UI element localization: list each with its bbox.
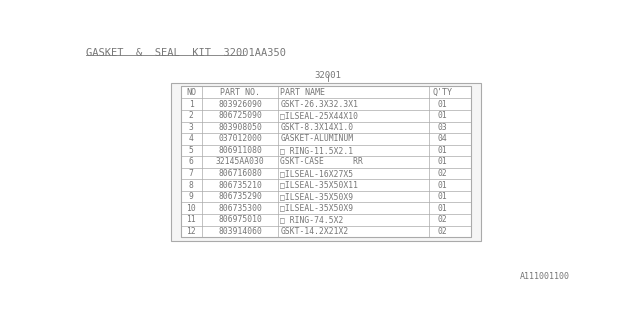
Text: □ILSEAL-35X50X9: □ILSEAL-35X50X9 <box>280 204 353 213</box>
Text: □ RING-74.5X2: □ RING-74.5X2 <box>280 215 344 224</box>
Text: 12: 12 <box>186 227 196 236</box>
Text: 01: 01 <box>438 146 447 155</box>
Text: 01: 01 <box>438 204 447 213</box>
Text: 01: 01 <box>438 157 447 166</box>
Text: 6: 6 <box>189 157 194 166</box>
Text: GASKET  &  SEAL  KIT  32001AA350: GASKET & SEAL KIT 32001AA350 <box>86 48 286 58</box>
Text: □ RING-11.5X2.1: □ RING-11.5X2.1 <box>280 146 353 155</box>
Text: GSKT-14.2X21X2: GSKT-14.2X21X2 <box>280 227 349 236</box>
Bar <box>172 83 481 241</box>
Text: 10: 10 <box>186 204 196 213</box>
Text: 4: 4 <box>189 134 194 143</box>
Bar <box>180 86 472 237</box>
Text: 01: 01 <box>438 111 447 120</box>
Text: 803914060: 803914060 <box>218 227 262 236</box>
Text: 806735300: 806735300 <box>218 204 262 213</box>
Text: 01: 01 <box>438 192 447 201</box>
Text: 02: 02 <box>438 169 447 178</box>
Text: 5: 5 <box>189 146 194 155</box>
Text: NO: NO <box>186 88 196 97</box>
Text: 01: 01 <box>438 180 447 189</box>
Text: 7: 7 <box>189 169 194 178</box>
Text: 8: 8 <box>189 180 194 189</box>
Text: 806735290: 806735290 <box>218 192 262 201</box>
Text: 02: 02 <box>438 227 447 236</box>
Text: 037012000: 037012000 <box>218 134 262 143</box>
Text: □ILSEAL-16X27X5: □ILSEAL-16X27X5 <box>280 169 353 178</box>
Text: GSKT-8.3X14X1.0: GSKT-8.3X14X1.0 <box>280 123 353 132</box>
Text: PART NO.: PART NO. <box>220 88 260 97</box>
Text: 803908050: 803908050 <box>218 123 262 132</box>
Text: GASKET-ALUMINUM: GASKET-ALUMINUM <box>280 134 353 143</box>
Text: 02: 02 <box>438 215 447 224</box>
Text: 806725090: 806725090 <box>218 111 262 120</box>
Text: GSKT-26.3X32.3X1: GSKT-26.3X32.3X1 <box>280 100 358 109</box>
Text: 806735210: 806735210 <box>218 180 262 189</box>
Text: 806911080: 806911080 <box>218 146 262 155</box>
Text: 32001: 32001 <box>315 71 341 80</box>
Text: 03: 03 <box>438 123 447 132</box>
Text: 11: 11 <box>186 215 196 224</box>
Text: GSKT-CASE      RR: GSKT-CASE RR <box>280 157 364 166</box>
Text: □ILSEAL-35X50X9: □ILSEAL-35X50X9 <box>280 192 353 201</box>
Text: 1: 1 <box>189 100 194 109</box>
Text: □ILSEAL-35X50X11: □ILSEAL-35X50X11 <box>280 180 358 189</box>
Text: 2: 2 <box>189 111 194 120</box>
Text: 32145AA030: 32145AA030 <box>216 157 264 166</box>
Text: Q'TY: Q'TY <box>433 88 452 97</box>
Text: 806716080: 806716080 <box>218 169 262 178</box>
Text: A111001100: A111001100 <box>520 272 570 281</box>
Text: 01: 01 <box>438 100 447 109</box>
Text: PART NAME: PART NAME <box>280 88 325 97</box>
Text: 803926090: 803926090 <box>218 100 262 109</box>
Text: 04: 04 <box>438 134 447 143</box>
Text: 806975010: 806975010 <box>218 215 262 224</box>
Text: 3: 3 <box>189 123 194 132</box>
Text: □ILSEAL-25X44X10: □ILSEAL-25X44X10 <box>280 111 358 120</box>
Text: 9: 9 <box>189 192 194 201</box>
